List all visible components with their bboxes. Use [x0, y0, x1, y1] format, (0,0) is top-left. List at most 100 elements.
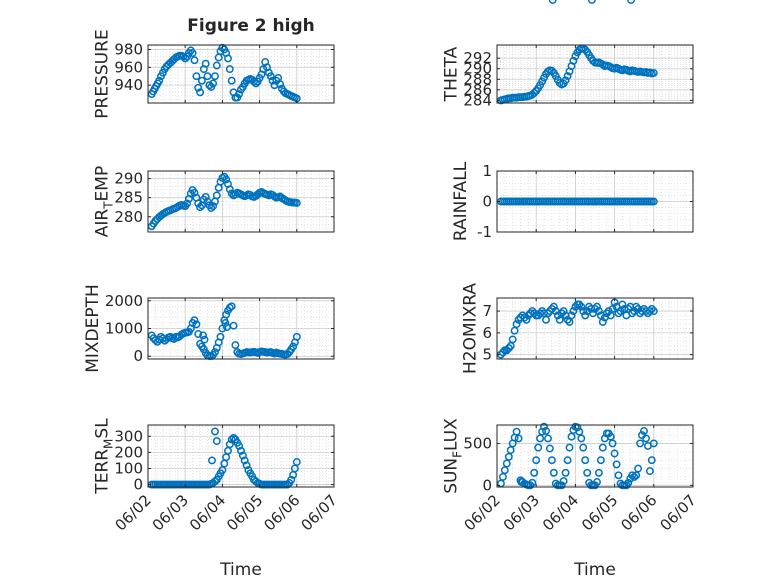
y-tick-label: -1 [477, 223, 492, 241]
data-point [287, 475, 296, 484]
data-series [147, 172, 301, 231]
data-point [536, 309, 545, 318]
y-tick-label: 500 [463, 434, 492, 452]
y-axis-label: SUNFLUX [442, 418, 465, 494]
axes-box [147, 424, 335, 488]
data-point [544, 309, 552, 318]
y-label-part: EMP [93, 166, 113, 202]
data-point [593, 302, 601, 311]
data-point [259, 65, 268, 74]
data-point [587, 0, 596, 4]
data-point [532, 456, 541, 465]
data-point [208, 456, 216, 465]
data-point [199, 331, 208, 340]
data-point [596, 456, 605, 465]
data-point [557, 481, 566, 490]
y-axis-label: THETA [442, 46, 462, 102]
y-axis-label: RAINFALL [451, 161, 471, 241]
data-point [553, 311, 562, 320]
data-point [222, 175, 231, 184]
data-point [508, 335, 517, 344]
data-point [581, 311, 590, 320]
y-label-subscript: M [102, 439, 116, 449]
data-point [557, 309, 566, 318]
data-point [240, 456, 249, 465]
data-point [534, 443, 543, 452]
data-point [250, 77, 258, 86]
y-axis-label: H2OMIXRA [461, 283, 481, 374]
data-point [506, 446, 515, 455]
data-point [192, 320, 201, 329]
data-point [500, 466, 509, 475]
data-point [242, 461, 251, 470]
data-point [227, 302, 236, 311]
data-point [194, 330, 203, 338]
data-point [201, 192, 210, 201]
data-point [197, 76, 206, 85]
y-tick-label: 7 [482, 302, 492, 320]
data-point [181, 54, 190, 63]
data-point [549, 302, 558, 311]
y-tick-label: 200 [114, 443, 143, 461]
data-point [194, 83, 203, 92]
data-point [292, 332, 301, 341]
data-point [153, 337, 162, 346]
data-point [502, 346, 511, 355]
data-point [614, 309, 623, 318]
data-point [563, 315, 572, 324]
plot-area [497, 425, 693, 487]
data-point [563, 456, 572, 465]
data-point [196, 88, 205, 97]
data-point [200, 335, 209, 344]
data-point [283, 350, 292, 358]
data-point [188, 49, 197, 57]
y-label-part: AIR [93, 209, 113, 238]
data-point [569, 307, 578, 316]
data-point [151, 336, 160, 345]
y-axis-label: PRESSURE [93, 29, 113, 118]
y-label-subscript: T [102, 201, 116, 210]
data-series [496, 44, 658, 105]
data-point [542, 426, 550, 435]
data-point [645, 307, 654, 316]
data-point [211, 348, 219, 357]
axes-box [496, 297, 694, 360]
data-series [496, 298, 658, 359]
data-point [498, 348, 507, 357]
data-point [634, 464, 643, 473]
data-point [640, 426, 648, 435]
data-point [276, 80, 285, 89]
x-axis-label: Time [219, 560, 262, 580]
y-tick-label: 290 [463, 60, 492, 78]
data-point [209, 79, 218, 88]
data-point [227, 76, 236, 85]
axes-box [147, 170, 335, 233]
y-tick-label: 940 [114, 76, 143, 94]
data-point [207, 204, 216, 212]
data-point [627, 0, 636, 4]
data-point [512, 320, 521, 329]
data-point [183, 199, 192, 208]
figure-title: Figure 2 high [187, 16, 315, 36]
y-tick-label: 284 [463, 91, 492, 109]
data-series [147, 302, 301, 361]
data-point [289, 342, 298, 351]
data-point [612, 460, 621, 469]
y-tick-label: 2000 [105, 292, 143, 310]
data-point [251, 79, 260, 88]
data-point [593, 478, 601, 486]
y-tick-label: 290 [114, 170, 143, 188]
data-point [649, 439, 658, 448]
y-label-part: LUX [442, 418, 462, 451]
data-point [547, 304, 556, 313]
data-point [502, 459, 511, 468]
data-point [209, 202, 218, 211]
y-tick-label: 100 [114, 459, 143, 477]
y-tick-label: 1000 [105, 320, 143, 338]
data-point [575, 427, 584, 436]
data-point [636, 439, 645, 448]
data-point [212, 61, 221, 70]
